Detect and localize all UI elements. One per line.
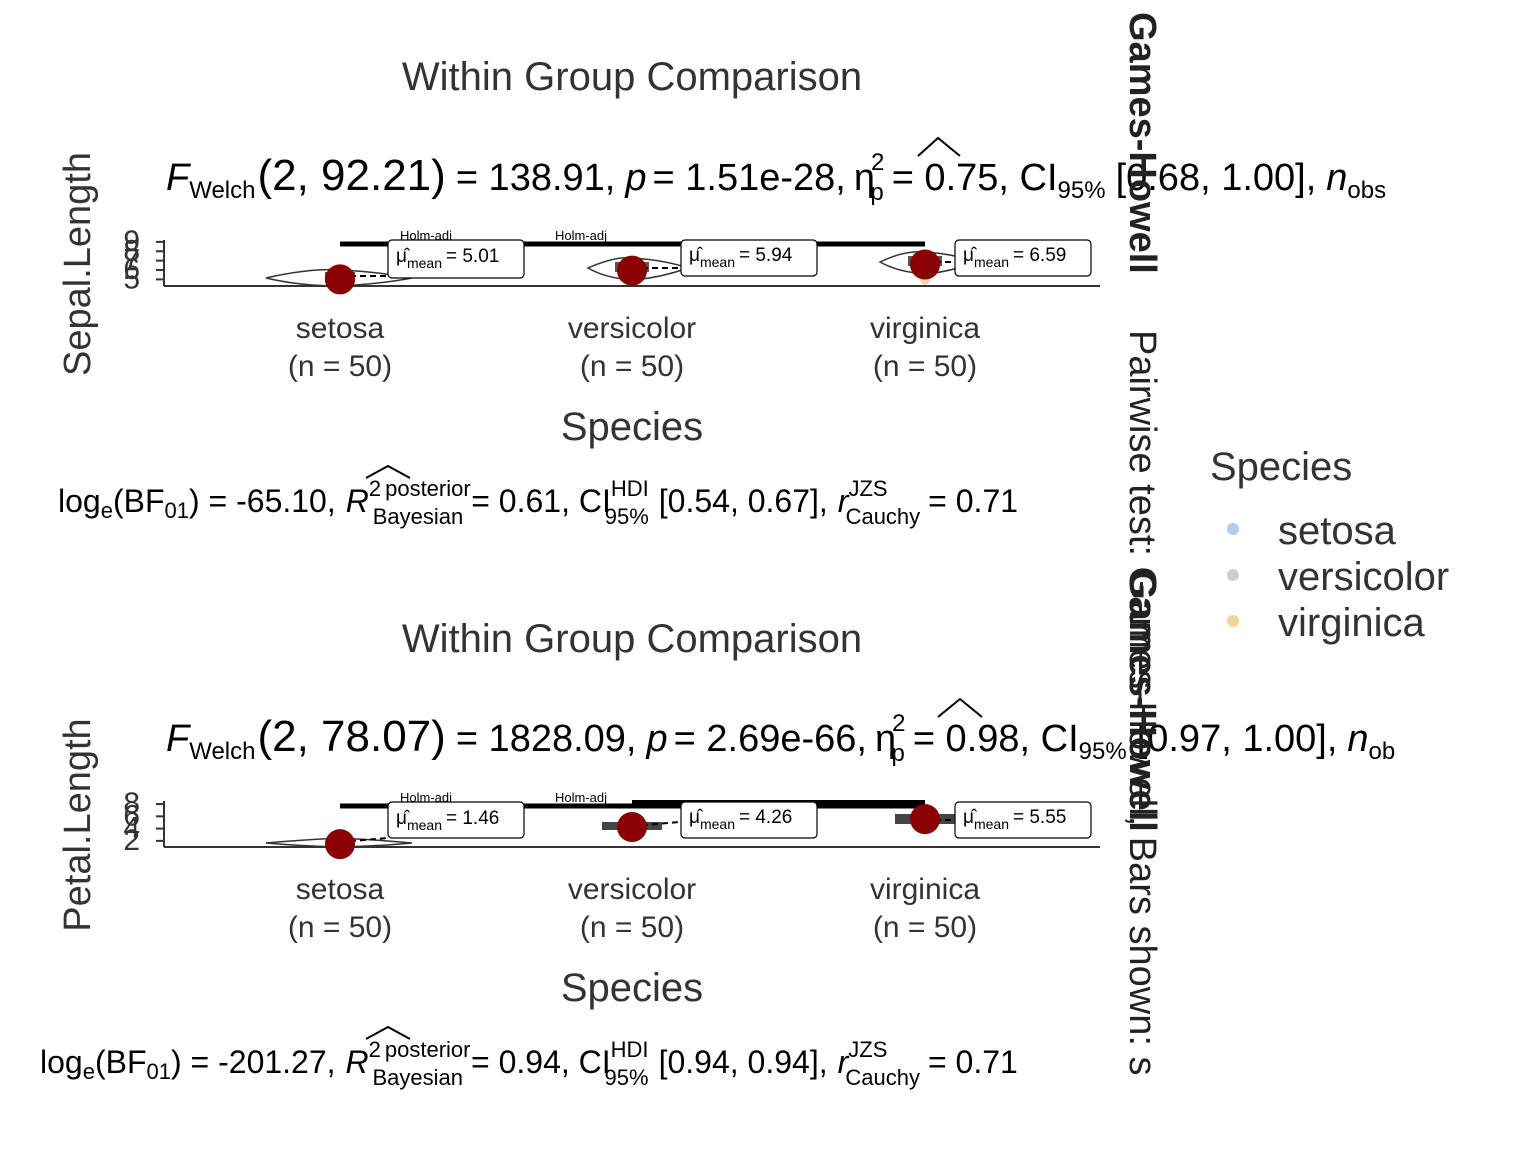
legend-key-virginica (1227, 615, 1239, 627)
x-axis-label: Species (561, 405, 703, 449)
y-tick-label: 2 (123, 824, 140, 857)
mean-points (325, 249, 940, 295)
mean-label-versicolor: μ̂mean = 4.26 (680, 801, 818, 839)
y-tick-label: 8 (123, 234, 140, 267)
side-strip: Games-Howell Pairwise test: Games-Howell… (1121, 12, 1163, 1075)
panel-title: Within Group Comparison (402, 617, 862, 661)
svg-text:setosa: setosa (1278, 509, 1397, 553)
x-tick-n: (n = 50) (288, 350, 392, 383)
bayes-caption: loge(BF01) = -65.10, R2 posterior Bayesian =… (58, 476, 1018, 529)
y-axis-label: Petal.Length (57, 718, 99, 931)
side-strip-text: Pairwise test: Games-Howell, Bars shown:… (1121, 330, 1163, 1075)
mean-point-virginica (910, 249, 940, 280)
legend: Species setosa versicolor virginica (1210, 445, 1449, 645)
x-tick-setosa: setosa (296, 312, 385, 345)
x-tick-versicolor: versicolor (568, 873, 696, 906)
svg-text:virginica: virginica (1278, 601, 1425, 645)
pairwise-label: Holm-adj (400, 790, 452, 805)
mean-label-virginica: μ̂mean = 6.59 (954, 239, 1092, 277)
pairwise-label: Holm-adj (400, 228, 452, 243)
mean-point-versicolor (617, 255, 647, 286)
panel-sepal: Within Group Comparison FWelch(2, 92.21)… (57, 55, 1386, 529)
x-tick-versicolor: versicolor (568, 312, 696, 345)
y-tick-label: 6 (123, 253, 140, 286)
x-tick-n: (n = 50) (580, 911, 684, 944)
x-tick-n: (n = 50) (873, 911, 977, 944)
mean-label-setosa: μ̂mean = 5.01 (387, 239, 525, 279)
mean-label-virginica: μ̂mean = 5.55 (954, 801, 1092, 839)
y-tick-label: 4 (123, 812, 140, 845)
svg-text:μ̂mean= 5.55: μ̂mean = 5.55 (963, 807, 1066, 832)
x-tick-virginica: virginica (870, 312, 980, 345)
x-tick-setosa: setosa (296, 873, 385, 906)
x-tick-n: (n = 50) (288, 911, 392, 944)
x-tick-n: (n = 50) (873, 350, 977, 383)
svg-text:versicolor: versicolor (1278, 555, 1449, 599)
x-tick-virginica: virginica (870, 873, 980, 906)
eta-hat (937, 697, 983, 718)
legend-item-versicolor: versicolor (1227, 555, 1449, 599)
pairwise-label: Holm-adj (555, 228, 607, 243)
mean-connector (339, 837, 389, 843)
mean-label-versicolor: μ̂mean = 5.94 (680, 239, 818, 277)
side-strip-bold: Games-Howell (1121, 570, 1163, 832)
legend-item-virginica: virginica (1227, 601, 1425, 645)
mean-point-setosa (325, 829, 355, 860)
legend-title: Species (1210, 445, 1352, 489)
pairwise-label: Holm-adj (555, 790, 607, 805)
stat-subtitle: FWelch(2, 92.21) = 138.91, p = 1.51e-28, η2 p… (166, 149, 1386, 206)
svg-text:μ̂mean= 5.01: μ̂mean = 5.01 (396, 246, 499, 271)
y-tick-label: 6 (123, 799, 140, 832)
mean-point-setosa (325, 264, 355, 295)
mean-point-virginica (910, 804, 940, 835)
mean-points (325, 804, 940, 860)
x-tick-n: (n = 50) (580, 350, 684, 383)
mean-label-setosa: μ̂mean = 1.46 (387, 801, 525, 839)
panel-petal: Within Group Comparison FWelch(2, 78.07)… (40, 617, 1395, 1090)
y-axis-label: Sepal.Length (57, 152, 99, 376)
eta-hat (917, 136, 961, 157)
panel-title: Within Group Comparison (402, 55, 862, 99)
y-tick-label: 9 (123, 225, 140, 258)
stat-subtitle: FWelch(2, 78.07) = 1828.09, p = 2.69e-66, η2… (166, 710, 1395, 767)
legend-key-setosa (1227, 523, 1239, 535)
legend-item-setosa: setosa (1227, 509, 1397, 553)
bayes-caption: loge(BF01) = -201.27, R2 posterior Bayesian… (40, 1037, 1018, 1090)
mean-point-versicolor (617, 812, 647, 843)
y-tick-label: 8 (123, 787, 140, 820)
mean-connector (631, 821, 681, 827)
r2-hat (365, 1025, 411, 1040)
x-axis-label: Species (561, 966, 703, 1010)
y-tick-label: 7 (123, 244, 140, 277)
r2-hat (365, 464, 411, 479)
y-tick-label: 5 (123, 262, 140, 295)
legend-key-versicolor (1227, 569, 1239, 581)
side-strip-bold: Games-Howell (1121, 12, 1163, 274)
